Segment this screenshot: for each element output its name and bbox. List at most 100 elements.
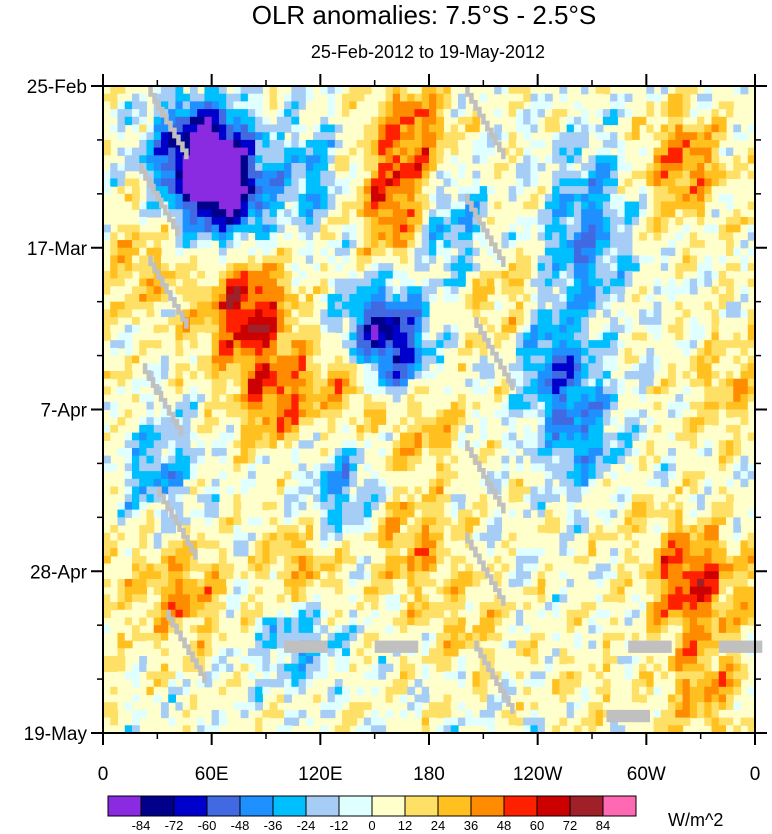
heatmap-cell [457,193,466,203]
heatmap-cell [291,332,300,341]
heatmap-cell [211,224,220,233]
heatmap-cell [146,448,155,457]
heatmap-cell [298,324,307,334]
heatmap-cell [414,216,423,226]
heatmap-cell [573,139,582,149]
heatmap-cell [675,494,684,503]
heatmap-cell [552,240,560,249]
heatmap-cell [740,163,749,172]
heatmap-cell [682,93,691,102]
heatmap-cell [204,101,213,110]
heatmap-cell [472,509,481,518]
heatmap-cell [450,216,459,226]
heatmap-cell [400,132,408,141]
heatmap-cell [573,563,582,572]
heatmap-cell [182,178,191,187]
heatmap-cell [175,124,184,133]
heatmap-cell [211,286,220,295]
heatmap-cell [675,163,684,172]
heatmap-cell [160,363,169,372]
heatmap-cell [363,224,372,233]
heatmap-cell [494,132,503,141]
heatmap-cell [110,109,119,118]
heatmap-cell [356,240,365,249]
heatmap-cell [189,293,198,303]
heatmap-cell [291,578,300,588]
heatmap-cell [182,386,191,395]
heatmap-cell [747,139,756,149]
heatmap-cell [103,370,111,380]
heatmap-cell [204,424,213,434]
heatmap-cell [110,370,119,380]
heatmap-cell [508,548,517,557]
heatmap-cell [530,155,539,164]
heatmap-cell [211,355,220,364]
heatmap-cell [305,532,314,542]
heatmap-cell [675,617,684,626]
heatmap-cell [457,617,466,626]
heatmap-cell [255,394,263,403]
heatmap-cell [581,270,589,280]
heatmap-cell [689,486,698,495]
heatmap-cell [276,116,285,126]
heatmap-cell [559,548,568,557]
heatmap-cell [726,501,734,511]
heatmap-cell [400,509,408,518]
heatmap-cell [255,378,263,387]
heatmap-cell [465,286,474,295]
heatmap-cell [305,409,314,418]
heatmap-cell [523,602,532,611]
heatmap-cell [182,155,191,164]
heatmap-cell [197,609,206,619]
heatmap-cell [566,617,575,626]
heatmap-cell [689,424,698,434]
heatmap-cell [240,355,249,364]
heatmap-cell [733,193,742,203]
heatmap-cell [733,124,742,133]
heatmap-cell [421,563,430,572]
heatmap-cell [146,463,155,472]
heatmap-cell [610,609,618,619]
heatmap-cell [124,548,133,557]
heatmap-cell [146,494,155,503]
heatmap-cell [175,394,184,403]
heatmap-cell [523,355,532,364]
heatmap-cell [566,401,575,411]
heatmap-cell [407,155,416,164]
heatmap-cell [233,170,242,180]
heatmap-cell [117,301,126,310]
heatmap-cell [327,517,336,526]
heatmap-cell [602,240,611,249]
heatmap-cell [457,586,466,595]
heatmap-cell [740,109,749,118]
heatmap-cell [146,378,155,387]
heatmap-cell [436,501,445,511]
heatmap-cell [385,370,394,380]
heatmap-cell [160,355,169,364]
heatmap-cell [262,139,271,149]
heatmap-cell [378,625,387,634]
heatmap-cell [327,101,336,110]
heatmap-cell [740,471,749,480]
heatmap-cell [653,286,662,295]
heatmap-cell [588,432,597,441]
heatmap-cell [486,602,495,611]
heatmap-cell [515,101,524,110]
heatmap-cell [697,93,705,102]
heatmap-cell [479,424,488,434]
heatmap-cell [218,132,227,141]
heatmap-cell [465,209,474,218]
heatmap-cell [284,170,292,180]
heatmap-cell [711,170,720,180]
heatmap-cell [349,448,358,457]
heatmap-cell [189,625,198,634]
heatmap-cell [371,494,379,503]
heatmap-cell [342,240,350,249]
heatmap-cell [747,170,756,180]
heatmap-cell [284,309,292,318]
heatmap-cell [255,324,263,334]
heatmap-cell [523,563,532,572]
heatmap-cell [313,409,321,418]
heatmap-cell [284,293,292,303]
heatmap-cell [726,594,734,603]
